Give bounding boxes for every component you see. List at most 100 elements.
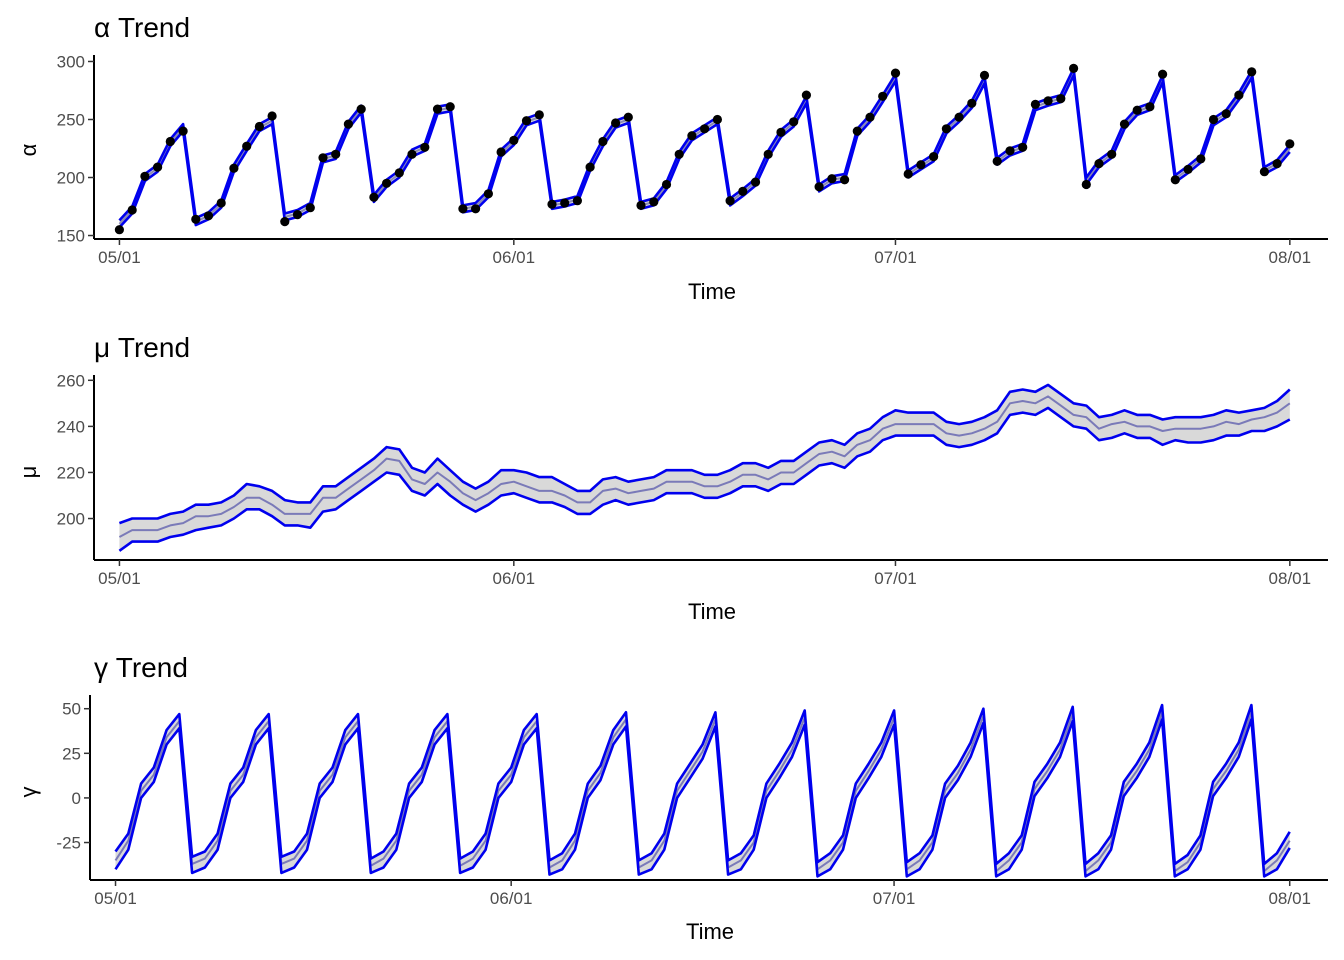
alpha-observed-point [611,118,621,128]
alpha-observed-point [1094,159,1104,169]
alpha-observed-point [420,142,430,152]
alpha-observed-point [1107,149,1117,159]
alpha-observed-point [280,217,290,227]
mu-lower-line [118,406,1291,552]
mu-y-tick-label: 220 [57,463,85,482]
alpha-observed-point [407,149,417,159]
alpha-observed-point [763,149,773,159]
alpha-observed-point [649,197,659,207]
alpha-observed-point [153,162,163,172]
alpha-observed-point [343,119,353,129]
alpha-observed-point [382,178,392,188]
alpha-observed-point [979,70,990,80]
alpha-observed-point [636,200,646,210]
alpha-observed-point [738,186,748,196]
alpha-observed-point [1247,67,1257,77]
gamma-lower-line [114,718,1291,878]
alpha-observed-point [547,199,557,209]
gamma-y-axis-title: γ [16,787,41,798]
alpha-observed-point [1158,69,1168,79]
gamma-y-tick-label: 25 [62,744,81,763]
gamma-trend-panel: γ Trend Time γ 05/01 06/01 07/01 08/01 50 25 0… [16,652,1328,944]
alpha-observed-point [929,152,939,162]
mu-y-tick-label: 260 [57,371,85,390]
mu-x-tick-label: 08/01 [1269,569,1312,588]
gamma-y-tick-label: 50 [62,700,81,719]
gamma-y-tick-label: -25 [56,834,81,853]
alpha-observed-point [1272,159,1282,169]
alpha-observed-point [1043,96,1053,106]
alpha-observed-point [267,111,277,121]
alpha-observed-point [712,114,723,125]
alpha-observed-point [852,126,862,136]
alpha-observed-point [331,149,341,159]
alpha-observed-point [1119,119,1130,129]
mu-x-tick-label: 05/01 [98,569,141,588]
mu-x-axis-title: Time [688,599,736,624]
alpha-observed-point [356,104,366,114]
alpha-y-axis-title: α [16,143,41,156]
alpha-observed-point [140,171,150,181]
alpha-observed-point [1145,102,1155,112]
alpha-observed-point [585,162,595,172]
alpha-observed-point [789,117,799,127]
alpha-y-tick-label: 300 [57,52,85,71]
alpha-observed-point [1259,167,1269,177]
alpha-x-tick-label: 06/01 [493,248,536,267]
alpha-observed-point [865,112,875,122]
mu-y-tick-label: 200 [57,510,85,529]
alpha-observed-point [203,211,214,221]
alpha-observed-point [305,203,315,213]
gamma-confidence-band [115,705,1290,877]
alpha-observed-point [941,124,952,134]
alpha-observed-point [292,210,303,220]
alpha-observed-point [1183,164,1193,174]
alpha-observed-point [623,112,633,122]
alpha-observed-point [1208,114,1219,125]
alpha-observed-point [1081,179,1091,190]
alpha-observed-point [521,116,532,126]
alpha-observed-point [483,189,493,199]
alpha-observed-point [165,136,175,147]
alpha-observed-point [216,198,226,208]
alpha-y-tick-label: 150 [57,227,85,246]
alpha-observed-point [191,214,201,224]
alpha-observed-point [801,90,812,100]
alpha-observed-point [661,179,672,190]
alpha-observed-point [674,149,684,159]
alpha-observed-point [1030,99,1040,109]
alpha-observed-point [560,198,570,208]
alpha-observed-point [496,147,506,157]
alpha-observed-point [178,126,188,136]
alpha-observed-point [1018,142,1028,152]
alpha-observed-point [254,121,264,132]
alpha-observed-point [700,124,710,134]
alpha-y-tick-label: 200 [57,169,85,188]
alpha-observed-point [878,91,888,101]
alpha-observed-point [750,177,761,187]
mu-upper-line [118,383,1291,525]
gamma-trend-title: γ Trend [94,652,188,683]
alpha-observed-point [1196,154,1206,164]
alpha-observed-point [776,127,786,137]
alpha-x-tick-label: 08/01 [1269,248,1312,267]
alpha-observed-point [992,156,1002,166]
alpha-x-tick-label: 07/01 [874,248,917,267]
alpha-observed-point [242,141,252,151]
alpha-observed-point [229,163,239,173]
alpha-observed-point [458,204,468,214]
gamma-x-tick-label: 05/01 [94,889,137,908]
alpha-observed-point [369,192,379,202]
alpha-x-tick-label: 05/01 [98,248,141,267]
alpha-observed-point [114,225,124,235]
gamma-estimate-line [114,711,1291,873]
alpha-observed-point [1069,63,1079,73]
gamma-x-axis-title: Time [686,919,734,944]
mu-y-axis-title: μ [16,466,41,479]
alpha-observed-point [509,135,519,145]
gamma-upper-line [114,703,1291,866]
alpha-observed-point [1005,146,1015,156]
alpha-observed-point [1221,109,1231,119]
gamma-x-tick-label: 06/01 [490,889,533,908]
